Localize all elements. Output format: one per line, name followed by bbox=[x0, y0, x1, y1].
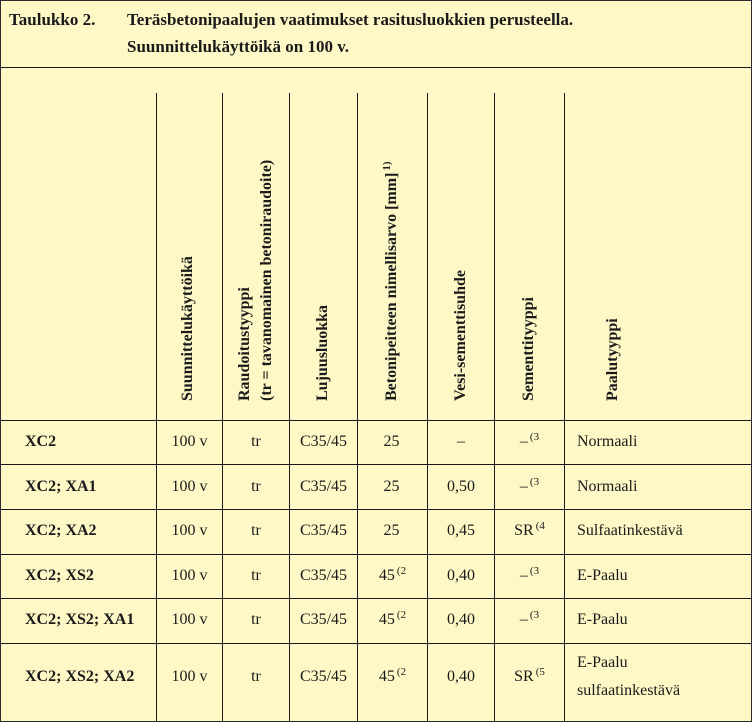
table-cell-pile-type: E-Paalu bbox=[577, 654, 628, 671]
header-pile-type: Paalutyyppi bbox=[604, 318, 621, 401]
table-cell-reinforcement: tr bbox=[251, 668, 261, 685]
table-cell-wc-ratio: 0,40 bbox=[447, 567, 475, 584]
caption-number: Taulukko 2. bbox=[9, 10, 96, 29]
table-cell-cover: 25 bbox=[383, 478, 400, 495]
header-reinforcement-line2: (tr = tavanomainen betoniraudoite) bbox=[258, 159, 275, 401]
table-cell-exposure: XC2; XA1 bbox=[25, 478, 97, 495]
table-cell-reinforcement: tr bbox=[251, 433, 261, 450]
table-cell-pile-type: E-Paalu bbox=[577, 611, 628, 628]
table-cell-cover: 45 (2 bbox=[378, 666, 407, 685]
column-divider bbox=[357, 93, 358, 721]
header-divider bbox=[1, 420, 751, 421]
caption-divider bbox=[1, 67, 751, 68]
table-cell-reinforcement: tr bbox=[251, 522, 261, 539]
header-water-cement-ratio: Vesi-sementtisuhde bbox=[452, 270, 469, 401]
table-cell-pile-type: Normaali bbox=[577, 478, 638, 495]
column-divider bbox=[494, 93, 495, 721]
table-cell-cement: SR (4 bbox=[514, 520, 545, 539]
table-cell-cement: – (3 bbox=[519, 431, 540, 450]
header-concrete-cover: Betonipeitteen nimellisarvo [mm]1) bbox=[381, 161, 400, 401]
table-cell-strength: C35/45 bbox=[299, 668, 348, 685]
table-cell-reinforcement: tr bbox=[251, 611, 261, 628]
table-cell-strength: C35/45 bbox=[299, 567, 348, 584]
table-cell-exposure: XC2; XS2; XA2 bbox=[25, 668, 135, 685]
header-reinforcement: Raudoitustyyppi (tr = tavanomainen beton… bbox=[234, 101, 278, 401]
table-cell-cement: – (3 bbox=[519, 565, 540, 584]
table-cell-strength: C35/45 bbox=[299, 522, 348, 539]
table-cell-pile-type-line2: sulfaatinkestävä bbox=[577, 682, 681, 699]
row-divider bbox=[1, 598, 751, 599]
table-cell-cover: 25 bbox=[383, 433, 400, 450]
table-cell-life: 100 v bbox=[171, 433, 208, 450]
table-cell-strength: C35/45 bbox=[299, 478, 348, 495]
header-strength-class: Lujuusluokka bbox=[314, 304, 331, 401]
table-cell-cover: 45 (2 bbox=[378, 609, 407, 628]
table-cell-cement: SR (5 bbox=[514, 666, 545, 685]
table-cell-life: 100 v bbox=[171, 668, 208, 685]
table-cell-wc-ratio: 0,40 bbox=[447, 668, 475, 685]
table-cell-pile-type: E-Paalu bbox=[577, 567, 628, 584]
table-cell-reinforcement: tr bbox=[251, 567, 261, 584]
caption-title-line2: Suunnittelukäyttöikä on 100 v. bbox=[127, 37, 350, 56]
table-cell-life: 100 v bbox=[171, 567, 208, 584]
table-cell-cover: 45 (2 bbox=[378, 565, 407, 584]
table-cell-pile-type: Sulfaatinkestävä bbox=[577, 522, 683, 539]
table-cell-life: 100 v bbox=[171, 522, 208, 539]
table-cell-cement: – (3 bbox=[519, 476, 540, 495]
column-divider bbox=[156, 93, 157, 721]
table-cell-cover: 25 bbox=[383, 522, 400, 539]
column-divider bbox=[564, 93, 565, 721]
table-cell-wc-ratio: 0,40 bbox=[447, 611, 475, 628]
header-design-life: Suunnittelukäyttöikä bbox=[179, 256, 196, 401]
column-divider bbox=[222, 93, 223, 721]
table-cell-reinforcement: tr bbox=[251, 478, 261, 495]
table-cell-exposure: XC2; XS2 bbox=[25, 567, 94, 584]
table-cell-pile-type: Normaali bbox=[577, 433, 638, 450]
table-cell-life: 100 v bbox=[171, 611, 208, 628]
table-cell-wc-ratio: – bbox=[457, 433, 465, 450]
row-divider bbox=[1, 509, 751, 510]
row-divider bbox=[1, 643, 751, 644]
table-cell-exposure: XC2 bbox=[25, 433, 57, 450]
table-cell-exposure: XC2; XA2 bbox=[25, 522, 97, 539]
header-cement-type: Sementtityyppi bbox=[520, 297, 537, 401]
row-divider bbox=[1, 464, 751, 465]
header-cover-footnote: 1) bbox=[381, 161, 393, 171]
column-divider bbox=[289, 93, 290, 721]
table-cell-strength: C35/45 bbox=[299, 433, 348, 450]
header-reinforcement-line1: Raudoitustyyppi bbox=[236, 287, 253, 401]
column-divider bbox=[427, 93, 428, 721]
table-cell-exposure: XC2; XS2; XA1 bbox=[25, 611, 135, 628]
table-cell-wc-ratio: 0,50 bbox=[447, 478, 475, 495]
table-cell-wc-ratio: 0,45 bbox=[447, 522, 475, 539]
row-divider bbox=[1, 554, 751, 555]
table-cell-strength: C35/45 bbox=[299, 611, 348, 628]
caption-title-line1: Teräsbetonipaalujen vaatimukset rasitusl… bbox=[127, 10, 574, 29]
table-cell-cement: – (3 bbox=[519, 609, 540, 628]
table-cell-life: 100 v bbox=[171, 478, 208, 495]
